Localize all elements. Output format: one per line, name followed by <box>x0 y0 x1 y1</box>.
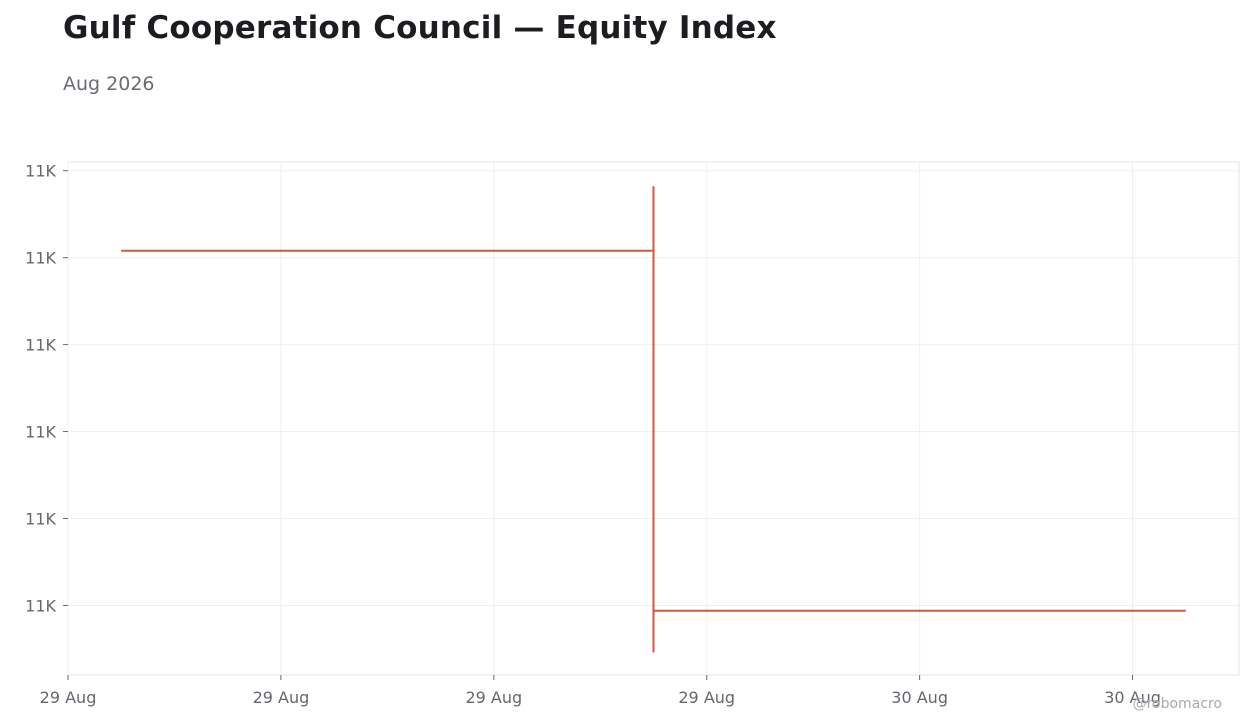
x-axis: 29 Aug 29 Aug 29 Aug 29 Aug 30 Aug 30 Aug <box>40 675 1161 707</box>
x-tick-label: 30 Aug <box>1104 688 1161 707</box>
y-tick-label: 11K <box>25 336 56 355</box>
y-tick-label: 11K <box>25 596 56 615</box>
y-axis: 11K 11K 11K 11K 11K 11K <box>25 162 68 615</box>
y-tick-label: 11K <box>25 249 56 268</box>
equity-index-line <box>121 186 1186 653</box>
y-tick-label: 11K <box>25 423 56 442</box>
x-tick-label: 30 Aug <box>891 688 948 707</box>
x-tick-label: 29 Aug <box>253 688 310 707</box>
y-tick-label: 11K <box>25 509 56 528</box>
chart-subtitle: Aug 2026 <box>63 73 155 95</box>
series-group <box>121 186 1186 653</box>
x-tick-label: 29 Aug <box>40 688 97 707</box>
y-tick-label: 11K <box>25 162 56 181</box>
grid-lines <box>67 162 1239 675</box>
x-tick-label: 29 Aug <box>678 688 735 707</box>
x-tick-label: 29 Aug <box>465 688 522 707</box>
watermark: @robomacro <box>1132 696 1222 712</box>
chart-title: Gulf Cooperation Council — Equity Index <box>63 10 777 46</box>
